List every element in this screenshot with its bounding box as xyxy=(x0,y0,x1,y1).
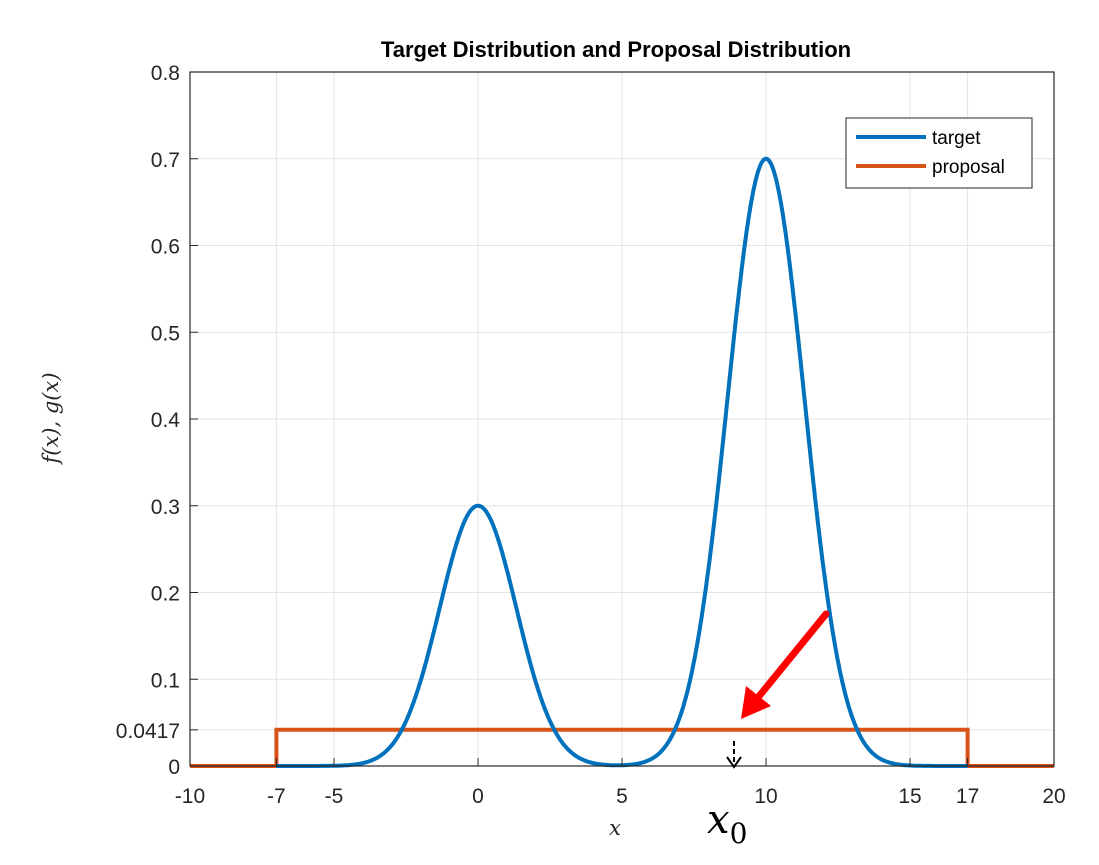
legend: target proposal xyxy=(845,117,1033,189)
x-tick-label-3: 0 xyxy=(472,785,484,808)
x0-label-subscript: 0 xyxy=(730,817,748,850)
x-tick-label-6: 15 xyxy=(898,785,921,808)
x-tick-label-0: -10 xyxy=(175,785,205,808)
legend-box xyxy=(845,117,1033,189)
y-tick-label-8: 0.7 xyxy=(151,149,180,172)
y-tick-label-4: 0.3 xyxy=(151,496,180,519)
ticks xyxy=(189,71,1055,767)
y-tick-label-0: 0 xyxy=(168,756,180,779)
chart-title: Target Distribution and Proposal Distrib… xyxy=(381,37,851,62)
y-axis-label: f(x), g(x) xyxy=(39,372,63,465)
annotations: x0 xyxy=(707,610,830,850)
red-arrow-head xyxy=(741,686,771,719)
y-tick-label-5: 0.4 xyxy=(151,409,181,432)
legend-label-proposal: proposal xyxy=(932,157,1005,178)
y-tick-label-2: 0.1 xyxy=(151,669,180,692)
legend-label-target: target xyxy=(932,128,981,149)
y-tick-label-7: 0.6 xyxy=(151,236,180,259)
y-tick-label-6: 0.5 xyxy=(151,322,180,345)
x-tick-labels: -10 -7 -5 0 5 10 15 17 20 xyxy=(175,785,1066,808)
x-tick-label-8: 20 xyxy=(1042,785,1065,808)
red-arrow-shaft xyxy=(752,610,830,704)
x0-label: x0 xyxy=(707,797,747,850)
x0-label-base: x xyxy=(707,797,730,843)
y-tick-label-9: 0.8 xyxy=(151,62,180,85)
x-axis-label: x xyxy=(609,816,621,840)
x-tick-label-2: -5 xyxy=(325,785,344,808)
y-tick-labels: 0 0.0417 0.1 0.2 0.3 0.4 0.5 0.6 0.7 0.8 xyxy=(116,62,181,779)
y-tick-label-1: 0.0417 xyxy=(116,720,180,743)
x-tick-label-5: 10 xyxy=(754,785,777,808)
x-tick-label-1: -7 xyxy=(267,785,286,808)
x0-marker-arrowhead xyxy=(726,756,742,769)
y-tick-label-3: 0.2 xyxy=(151,583,180,606)
x-tick-label-4: 5 xyxy=(616,785,628,808)
x-tick-label-7: 17 xyxy=(956,785,979,808)
